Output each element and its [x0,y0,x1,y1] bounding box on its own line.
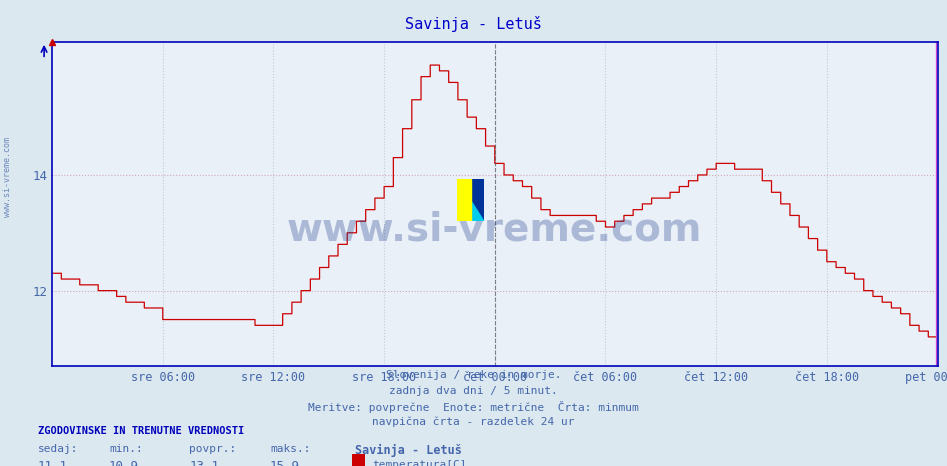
Polygon shape [471,179,484,221]
Polygon shape [457,179,484,221]
Polygon shape [457,179,471,221]
Text: 13,1: 13,1 [189,460,220,466]
Text: navpična črta - razdelek 24 ur: navpična črta - razdelek 24 ur [372,417,575,427]
Text: www.si-vreme.com: www.si-vreme.com [287,211,703,249]
Text: 11,1: 11,1 [38,460,68,466]
Text: 15,9: 15,9 [270,460,300,466]
Polygon shape [457,179,484,221]
Text: Meritve: povprečne  Enote: metrične  Črta: minmum: Meritve: povprečne Enote: metrične Črta:… [308,401,639,413]
Text: Slovenija / reke in morje.: Slovenija / reke in morje. [385,370,562,380]
Text: Savinja - Letuš: Savinja - Letuš [355,444,462,457]
Text: sedaj:: sedaj: [38,444,79,454]
Text: povpr.:: povpr.: [189,444,237,454]
Text: min.:: min.: [109,444,143,454]
Text: Savinja - Letuš: Savinja - Letuš [405,16,542,32]
Text: temperatura[C]: temperatura[C] [372,460,467,466]
Text: maks.:: maks.: [270,444,311,454]
Text: ZGODOVINSKE IN TRENUTNE VREDNOSTI: ZGODOVINSKE IN TRENUTNE VREDNOSTI [38,426,244,436]
Text: 10,9: 10,9 [109,460,139,466]
Text: zadnja dva dni / 5 minut.: zadnja dva dni / 5 minut. [389,386,558,396]
Text: www.si-vreme.com: www.si-vreme.com [3,137,12,217]
